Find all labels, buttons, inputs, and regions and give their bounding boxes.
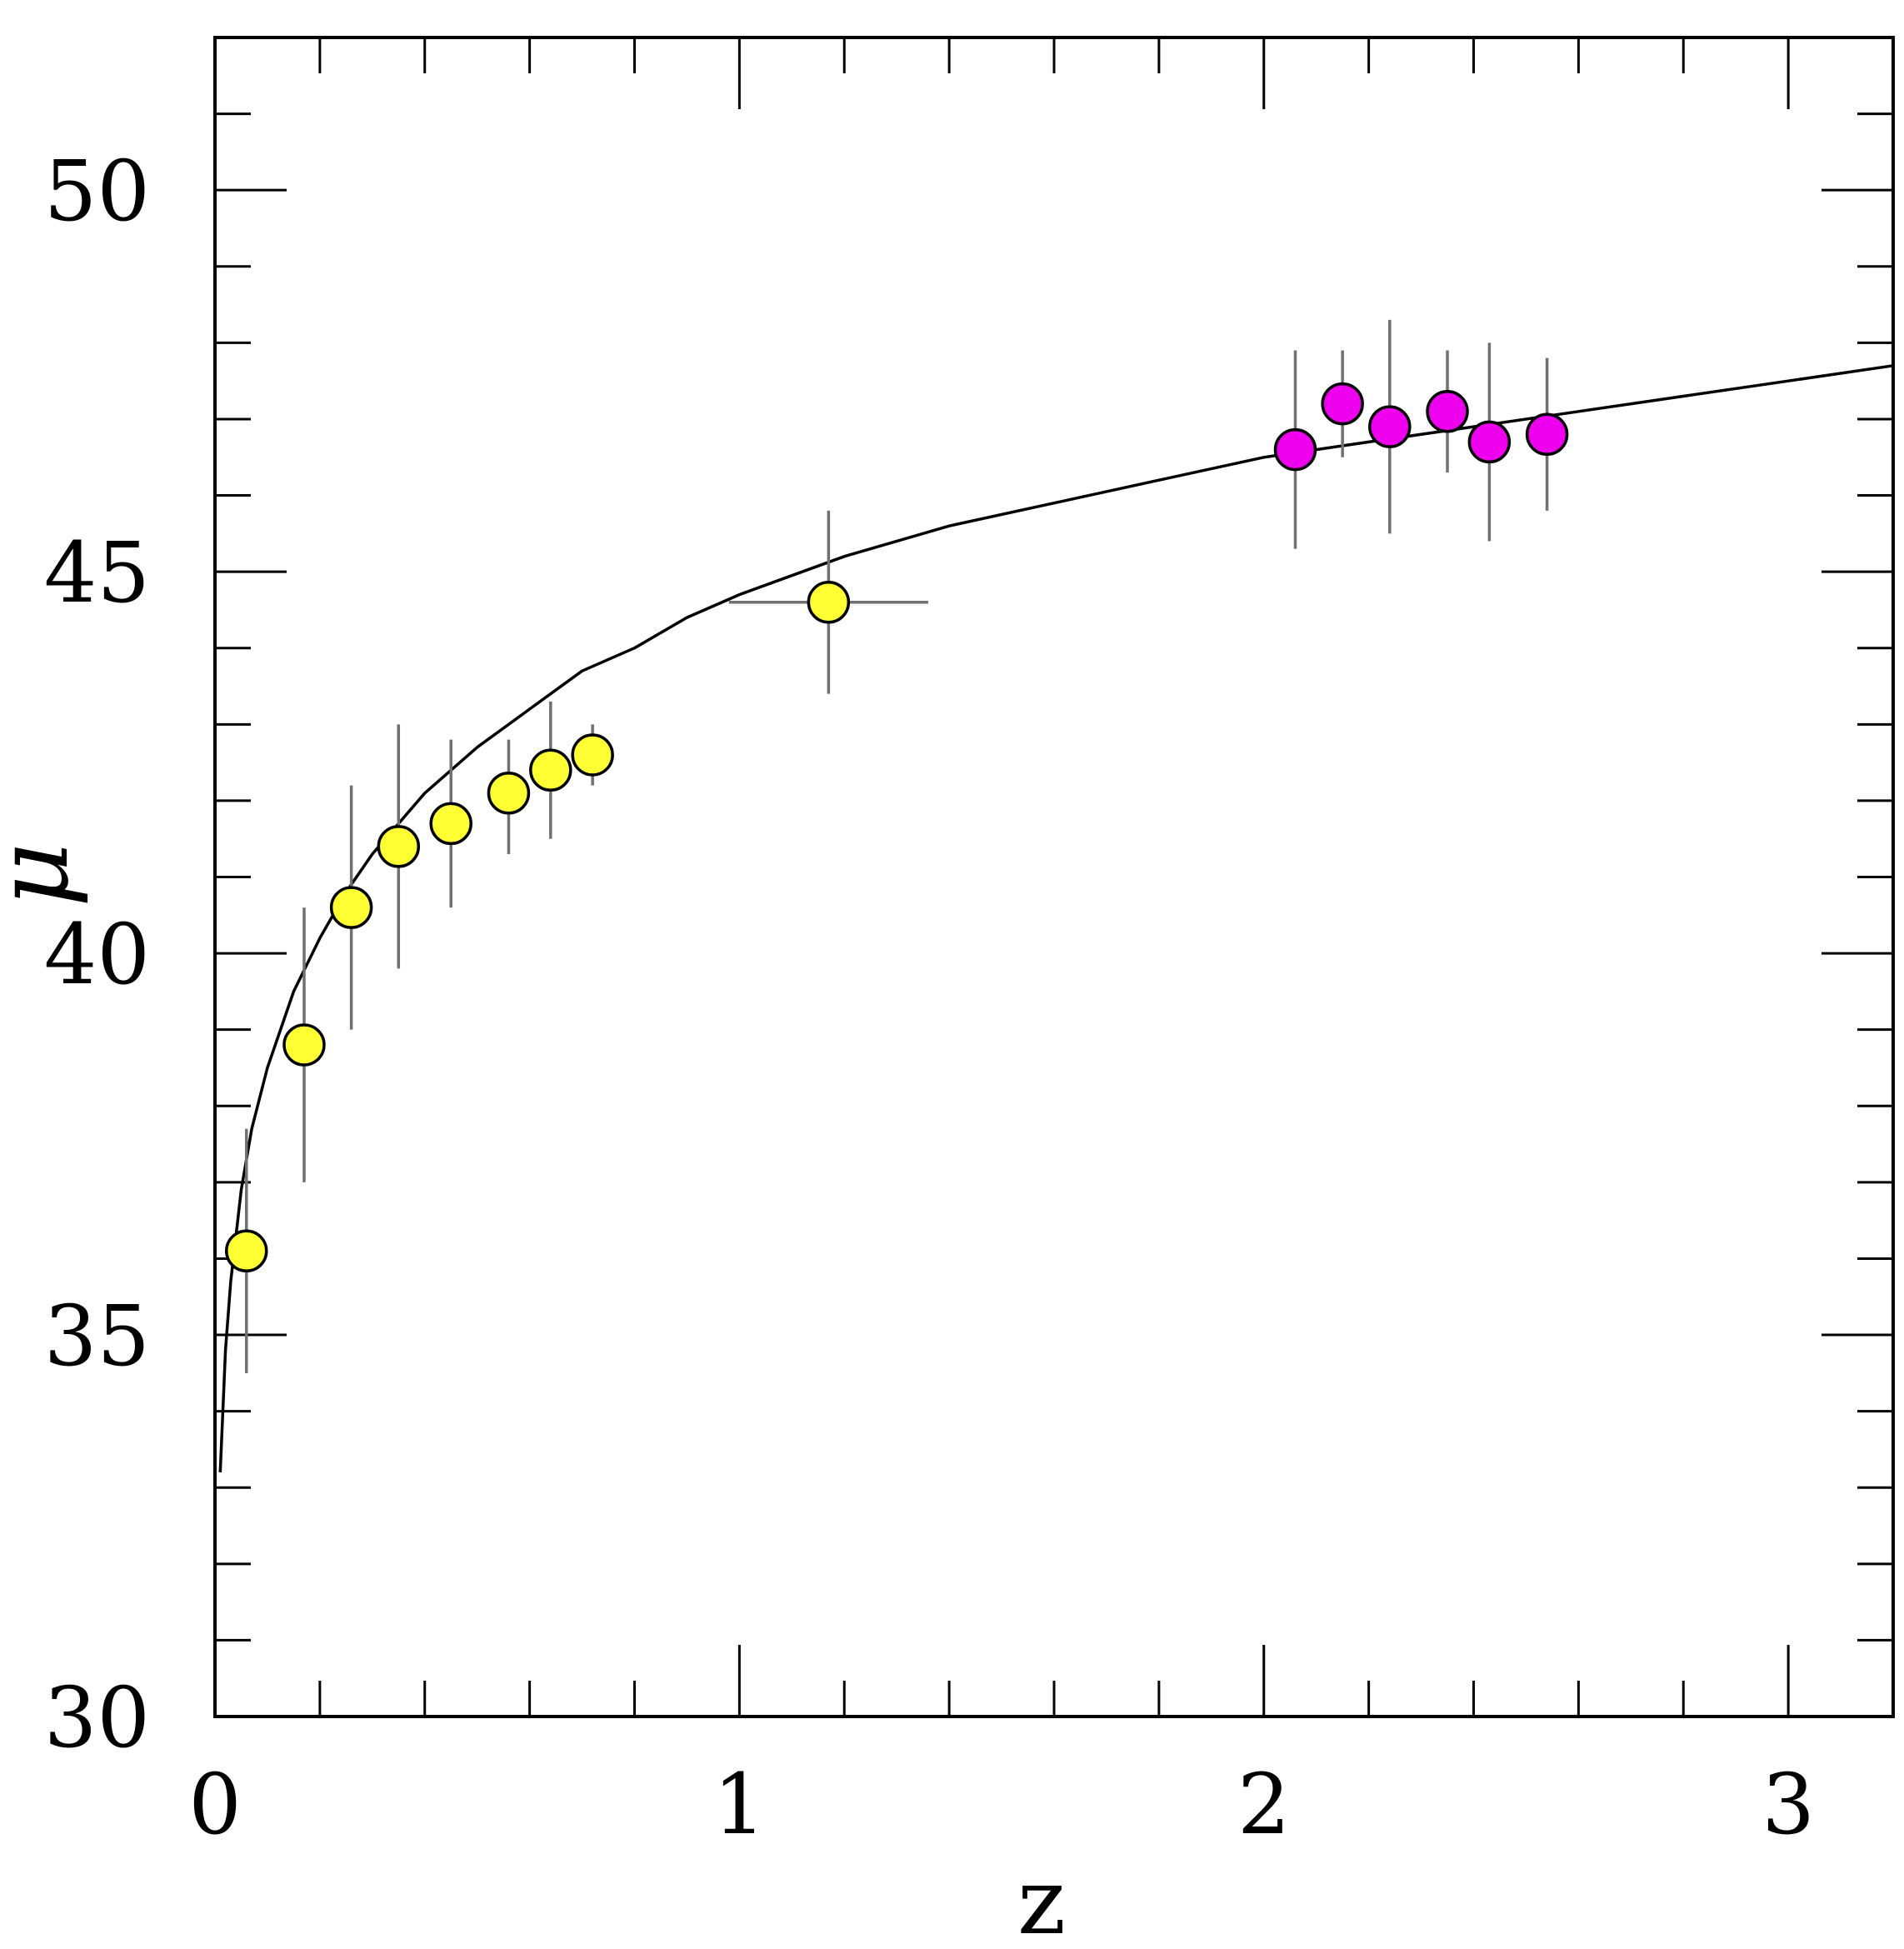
- error-bars-layer: [245, 319, 1549, 1373]
- x-tick-label: 2: [1237, 1756, 1291, 1853]
- data-point-series-2: [1321, 382, 1364, 426]
- data-point-series-1: [429, 802, 472, 846]
- tick-labels-layer: 0 1 2 3 30 35 40 45 50: [44, 142, 1815, 1853]
- y-tick-label: 35: [44, 1287, 150, 1385]
- data-point-series-2: [1426, 390, 1469, 433]
- data-point-series-2: [1273, 427, 1317, 472]
- y-tick-label: 45: [44, 524, 150, 622]
- x-axis-label: z: [1017, 1848, 1066, 1949]
- data-point-series-1: [487, 772, 531, 815]
- data-point-series-1: [282, 1023, 326, 1067]
- data-points-layer: [225, 382, 1569, 1273]
- x-tick-label: 0: [188, 1756, 242, 1853]
- model-curve: [218, 364, 1894, 1472]
- data-point-series-2: [1525, 412, 1569, 457]
- y-tick-label: 40: [44, 906, 150, 1003]
- model-curve-layer: [218, 364, 1894, 1472]
- y-tick-label: 50: [44, 142, 150, 240]
- data-point-series-1: [225, 1229, 268, 1273]
- y-tick-label: 30: [44, 1669, 150, 1767]
- x-tick-label: 1: [713, 1756, 767, 1853]
- data-point-series-2: [1467, 420, 1512, 464]
- y-axis-label: μ: [0, 842, 91, 907]
- data-point-series-1: [377, 825, 421, 868]
- plot-frame-layer: [213, 36, 1895, 1718]
- x-tick-label: 3: [1762, 1756, 1815, 1853]
- data-point-series-1: [571, 733, 614, 777]
- data-point-series-1: [529, 748, 572, 792]
- data-point-series-1: [807, 581, 851, 624]
- plot-frame: [213, 36, 1895, 1718]
- data-point-series-2: [1368, 405, 1412, 448]
- data-point-series-1: [329, 886, 373, 929]
